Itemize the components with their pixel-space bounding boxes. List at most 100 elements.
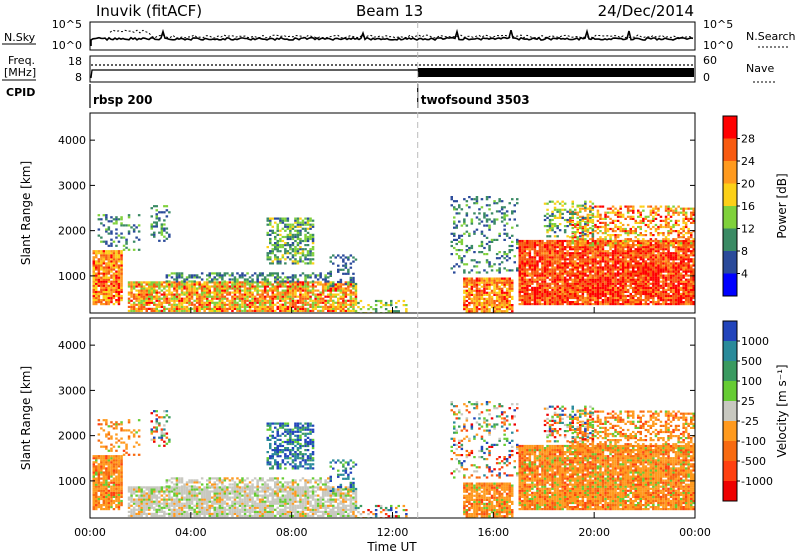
power-cell — [526, 282, 529, 285]
power-cell — [344, 295, 348, 298]
power-cell — [105, 216, 108, 219]
power-cell — [652, 258, 655, 261]
power-cell — [505, 295, 509, 298]
power-cell — [576, 276, 579, 279]
power-cell — [526, 288, 529, 291]
power-cell — [521, 260, 524, 263]
power-cell — [526, 301, 529, 304]
power-cell — [528, 272, 532, 275]
power-cell — [342, 268, 345, 271]
power-cell — [561, 246, 564, 249]
power-cell — [115, 252, 118, 255]
power-cell — [374, 299, 378, 303]
power-cell — [453, 226, 456, 229]
power-cell — [223, 274, 227, 277]
power-cell — [327, 299, 330, 302]
power-cell — [100, 286, 103, 289]
power-cell — [624, 242, 627, 245]
power-cell — [642, 260, 645, 263]
power-cell — [662, 286, 665, 289]
power-cell — [488, 283, 491, 286]
power-cell — [311, 301, 315, 304]
power-cell — [508, 279, 511, 282]
power-cell — [606, 215, 610, 218]
power-cell — [92, 280, 95, 283]
power-cell — [97, 264, 101, 267]
power-cell — [140, 303, 143, 306]
power-cell — [286, 252, 290, 255]
power-cell — [596, 270, 600, 273]
power-cell — [475, 279, 479, 282]
power-cell — [563, 286, 567, 289]
power-cell — [667, 274, 670, 277]
power-cell — [463, 304, 466, 307]
power-cell — [558, 299, 562, 302]
power-cell — [672, 292, 675, 296]
power-cell — [596, 219, 600, 222]
power-cell — [503, 267, 506, 270]
power-cell — [690, 284, 693, 287]
power-cell — [682, 280, 685, 283]
power-cell — [309, 217, 312, 220]
power-cell — [589, 282, 592, 285]
power-cell — [473, 259, 476, 262]
power-cell — [339, 285, 343, 288]
power-cell — [296, 217, 300, 220]
power-cell — [314, 281, 317, 284]
power-cell — [632, 250, 635, 253]
power-cell — [304, 280, 307, 283]
power-cell — [107, 299, 111, 302]
power-cell — [511, 289, 514, 292]
power-cell — [130, 287, 133, 290]
power-cell — [112, 272, 116, 275]
power-cell — [458, 249, 461, 252]
power-cell — [591, 282, 595, 285]
power-cell — [291, 260, 295, 263]
power-cell — [614, 303, 617, 306]
power-cell — [606, 227, 610, 231]
power-cell — [654, 294, 658, 298]
power-cell — [621, 264, 625, 267]
power-cell — [291, 305, 295, 308]
power-cell — [533, 256, 537, 259]
power-cell — [279, 262, 282, 265]
power-cell — [130, 226, 133, 229]
power-cell — [626, 290, 630, 293]
power-cell — [541, 270, 544, 273]
power-cell — [637, 260, 640, 263]
power-cell — [195, 281, 199, 284]
power-cell — [679, 286, 683, 289]
power-cell — [684, 262, 688, 265]
power-cell — [599, 288, 602, 291]
power-cell — [140, 299, 143, 302]
power-cell — [604, 244, 607, 247]
power-cell — [269, 223, 272, 226]
power-cell — [405, 310, 408, 313]
power-cell — [498, 200, 501, 203]
power-cell — [556, 246, 559, 249]
power-cell — [626, 232, 630, 235]
power-cell — [621, 296, 625, 300]
power-cell — [609, 217, 612, 220]
power-cell — [687, 303, 690, 306]
power-cell — [117, 301, 121, 304]
power-cell — [324, 289, 327, 292]
power-cell — [304, 285, 307, 288]
power-cell — [571, 252, 574, 255]
power-cell — [301, 305, 305, 308]
power-cell — [629, 252, 632, 255]
power-cell — [657, 246, 660, 249]
power-cell — [238, 281, 242, 284]
power-cell — [168, 309, 171, 312]
power-cell — [137, 301, 141, 304]
power-cell — [553, 254, 557, 257]
power-cell — [566, 272, 569, 275]
power-cell — [178, 301, 181, 304]
power-cell — [619, 262, 622, 265]
power-cell — [647, 252, 650, 255]
power-cell — [561, 239, 564, 243]
power-cell — [100, 260, 103, 263]
power-cell — [485, 259, 489, 262]
power-cell — [344, 299, 348, 302]
power-cell — [362, 306, 365, 309]
